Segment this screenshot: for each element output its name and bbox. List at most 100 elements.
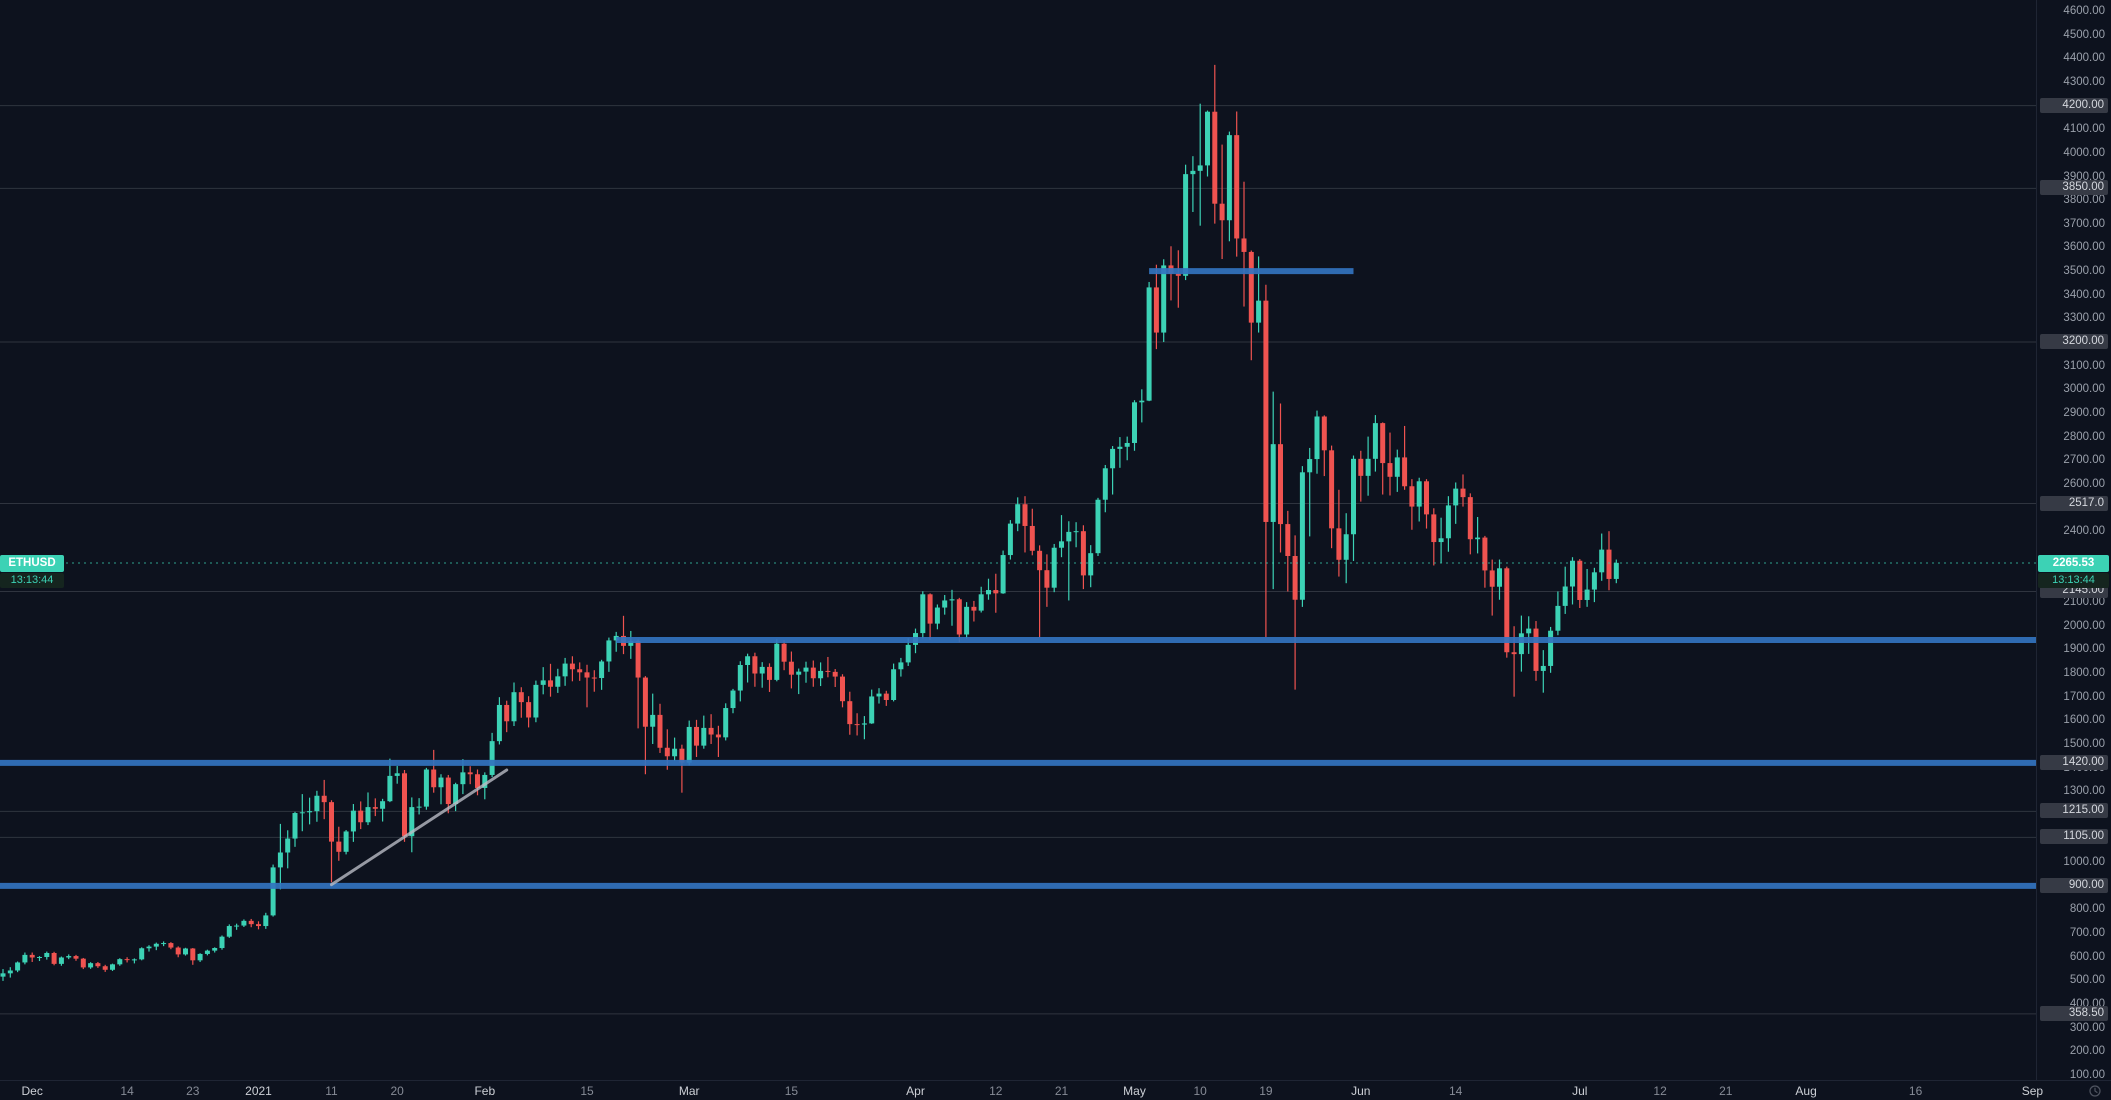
candle [204, 950, 210, 954]
candle [986, 590, 991, 595]
candle [139, 948, 145, 960]
candle [1584, 589, 1590, 600]
price-tick-label: 1800.00 [2063, 667, 2105, 680]
price-tick-label: 3300.00 [2063, 312, 2105, 325]
time-tick-label: 14 [1449, 1084, 1463, 1098]
candle [518, 692, 524, 703]
candle [197, 953, 203, 961]
time-tick-label: Jul [1572, 1084, 1588, 1098]
candle [1256, 300, 1262, 323]
trend-line[interactable] [330, 768, 509, 887]
candle [927, 594, 933, 624]
candle [102, 966, 108, 970]
price-level-chip[interactable]: 4200.00 [2040, 97, 2108, 113]
candle [1497, 568, 1502, 587]
candle [934, 607, 940, 624]
candle [1241, 238, 1247, 252]
candle [774, 643, 780, 680]
candle [358, 810, 364, 823]
candle [1073, 531, 1079, 533]
candle [1548, 630, 1554, 666]
candle [723, 708, 729, 738]
candle [1007, 523, 1013, 556]
candle [1351, 458, 1356, 535]
candle [263, 915, 269, 927]
candle [277, 852, 283, 868]
candle [1219, 203, 1225, 221]
candle [1511, 652, 1517, 655]
symbol-price-label[interactable]: ETHUSD 13:13:44 [0, 554, 64, 588]
candle [591, 677, 597, 679]
last-price-label[interactable]: 2265.53 13:13:44 [2038, 554, 2109, 588]
time-axis[interactable]: Dec 14 23 2021 11 20 Feb 15 Mar 15 Apr 12 21 May 10 19 J… [0, 1080, 2111, 1100]
candle [387, 775, 393, 802]
candle [1234, 135, 1240, 239]
price-axis[interactable]: 100.00 200.00 300.00 400.00 500.00 600.00 700.… [2036, 0, 2111, 1081]
candle [175, 947, 181, 955]
time-tick-label: 16 [1908, 1084, 1923, 1098]
candle [336, 841, 342, 852]
price-tick-label: 2700.00 [2063, 454, 2105, 467]
candle [1153, 287, 1159, 333]
candle [80, 958, 86, 968]
candle [1416, 481, 1422, 507]
candle [752, 656, 758, 674]
price-level-chip[interactable]: 900.00 [2040, 877, 2108, 893]
candle [416, 806, 422, 808]
candle [234, 925, 240, 927]
candle [971, 606, 977, 611]
price-tick-label: 3100.00 [2063, 359, 2105, 372]
candle [1095, 499, 1101, 554]
candle [701, 727, 707, 746]
candle [1117, 446, 1123, 449]
candle [124, 959, 130, 961]
candle [956, 599, 962, 635]
candle [365, 807, 371, 823]
candle [664, 747, 670, 757]
candle [343, 831, 349, 852]
candle [1212, 111, 1218, 204]
candle [540, 680, 546, 685]
timezone-clock-icon[interactable] [2089, 1085, 2101, 1097]
price-tick-label: 3600.00 [2063, 241, 2105, 254]
price-level-chip[interactable]: 1420.00 [2040, 754, 2108, 770]
candle [876, 693, 882, 697]
price-level-chip[interactable]: 2517.0 [2040, 495, 2108, 511]
price-level-chip[interactable]: 1215.00 [2040, 803, 2108, 819]
price-tick-label: 700.00 [2069, 927, 2105, 940]
candle [161, 943, 167, 945]
candle [606, 640, 612, 662]
price-tick-label: 2400.00 [2063, 525, 2105, 538]
candle [1015, 504, 1021, 524]
price-level-chip[interactable]: 358.50 [2040, 1005, 2108, 1021]
time-tick-label: 20 [390, 1084, 404, 1098]
candle [978, 594, 984, 611]
candle [526, 702, 532, 718]
time-tick-label: Jun [1351, 1084, 1371, 1098]
candle [854, 724, 860, 726]
candle [730, 690, 736, 709]
price-tick-label: 600.00 [2069, 950, 2105, 963]
candle-countdown: 13:13:44 [2038, 572, 2109, 588]
price-level-chip[interactable]: 1105.00 [2040, 829, 2108, 845]
candlestick-chart[interactable] [0, 0, 2036, 1080]
price-level-chip[interactable]: 3850.00 [2040, 180, 2108, 196]
candle [1029, 525, 1035, 551]
candle [1037, 550, 1043, 571]
candle [285, 838, 291, 853]
candle [993, 590, 999, 594]
time-tick-label: Feb [474, 1084, 496, 1098]
candle [1577, 560, 1583, 600]
price-tick-label: 4000.00 [2063, 146, 2105, 159]
candle [460, 772, 466, 785]
candle [329, 802, 334, 842]
time-tick-label: Dec [21, 1084, 43, 1098]
price-level-chip[interactable]: 3200.00 [2040, 334, 2108, 350]
last-price-badge[interactable]: 2265.53 [2038, 554, 2109, 572]
price-tick-label: 3000.00 [2063, 383, 2105, 396]
candle [88, 963, 94, 968]
candle [58, 957, 64, 964]
candle [372, 807, 378, 809]
candle [1402, 457, 1408, 487]
symbol-badge[interactable]: ETHUSD [0, 554, 64, 572]
